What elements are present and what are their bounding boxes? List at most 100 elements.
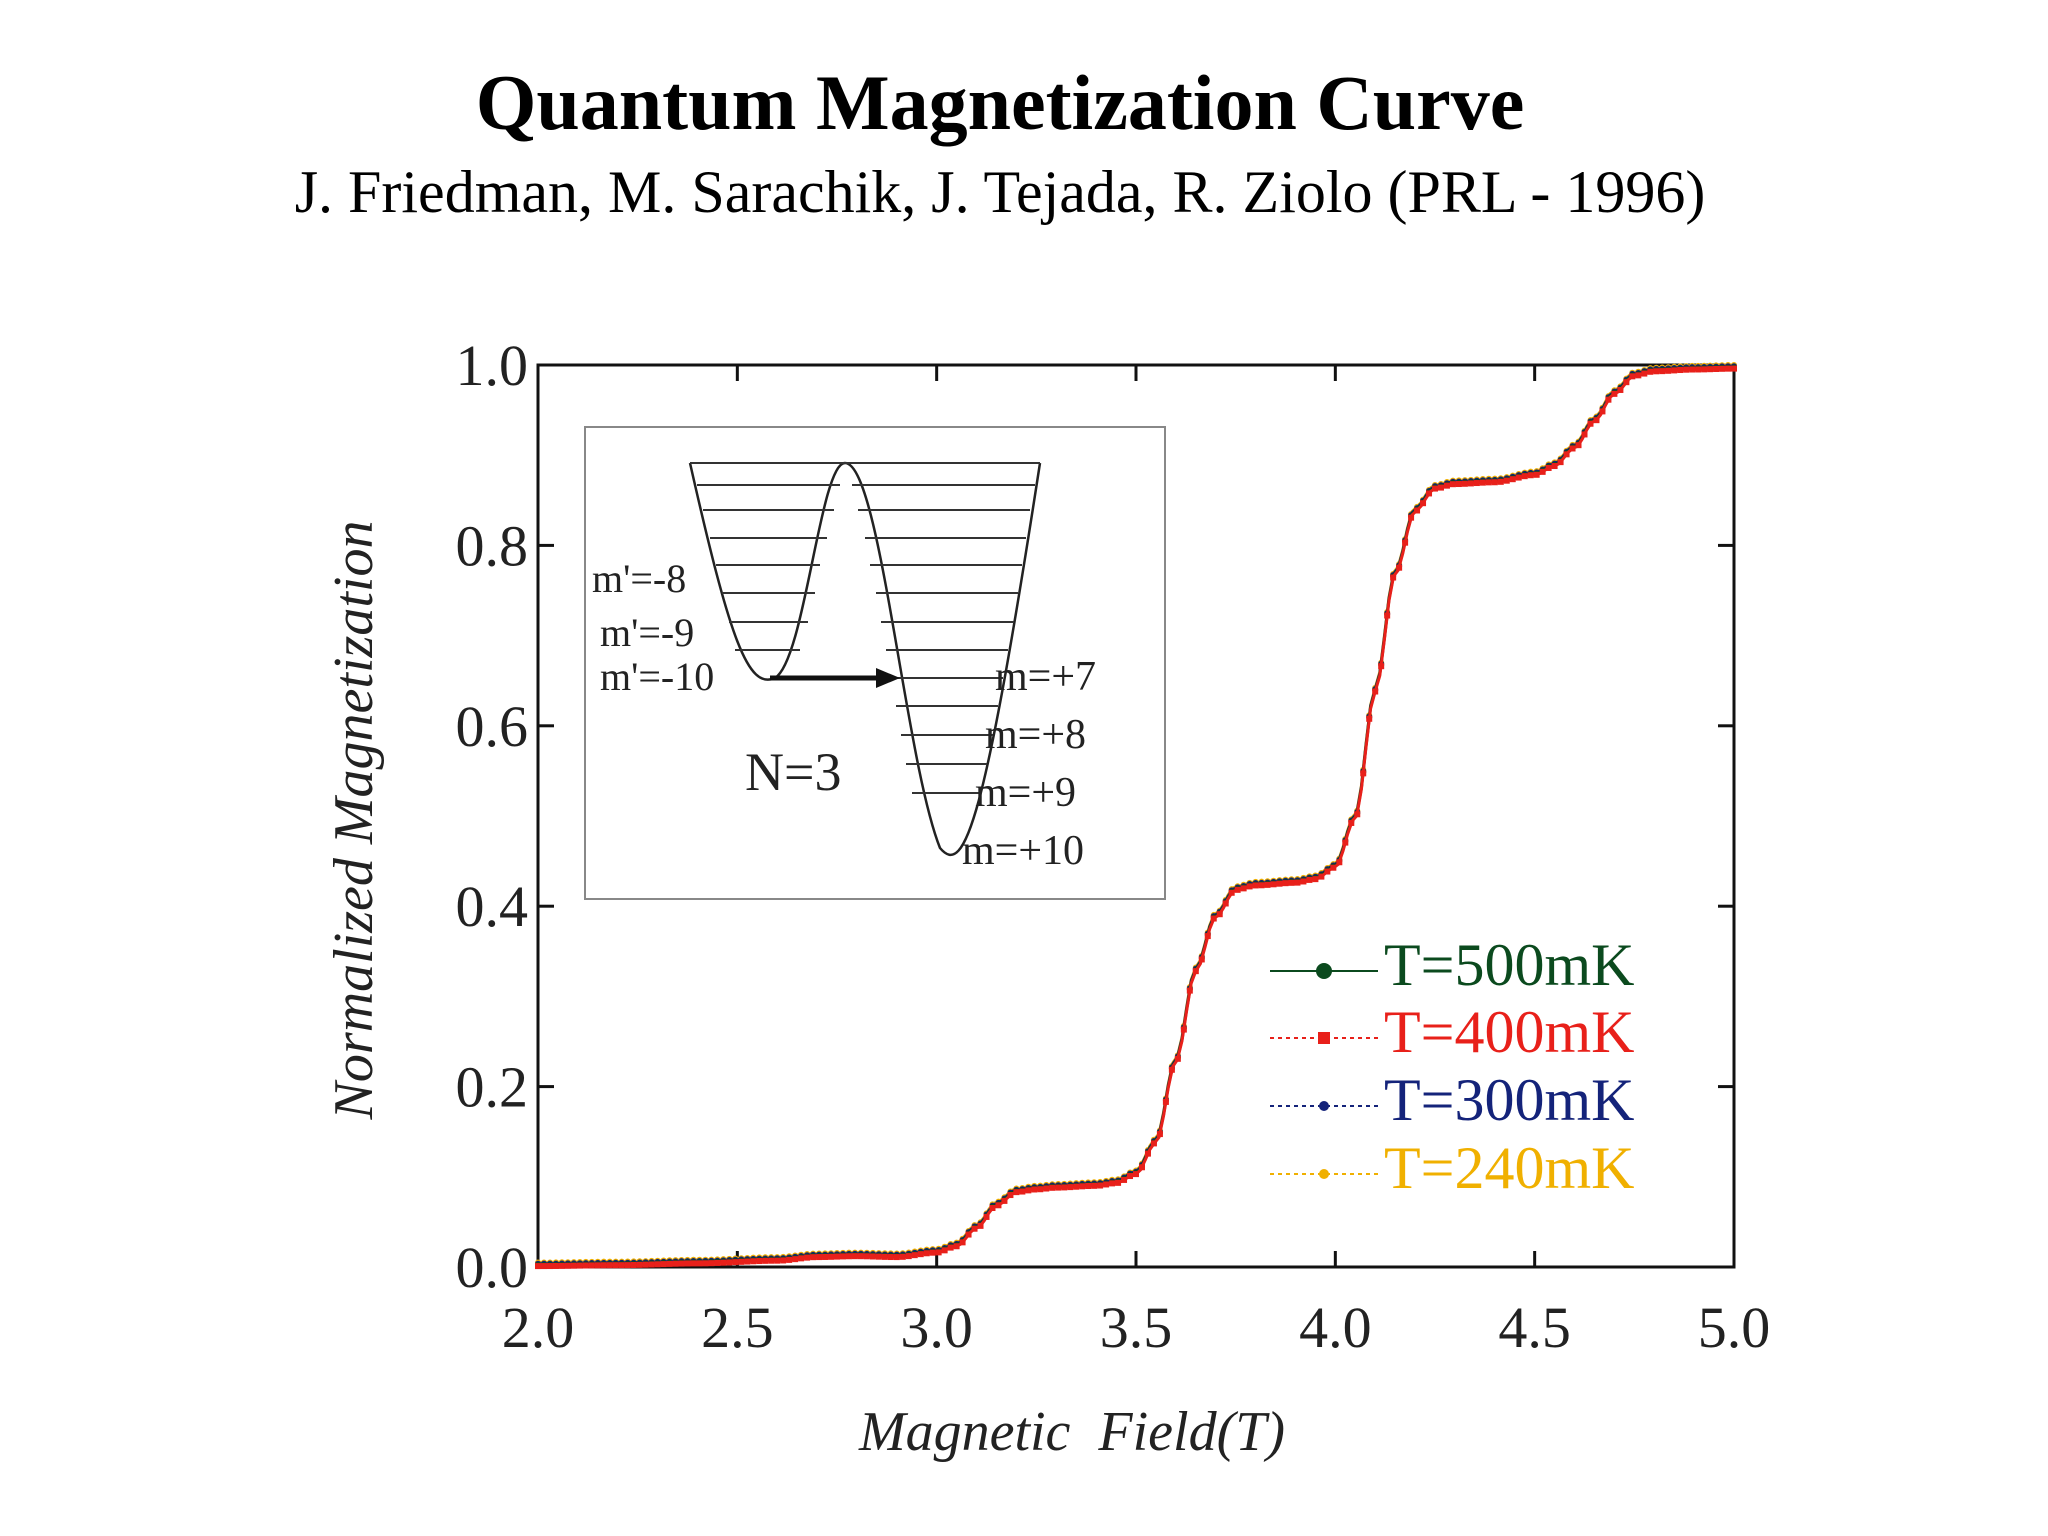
data-point bbox=[1461, 480, 1468, 487]
data-point bbox=[1324, 868, 1331, 875]
data-point bbox=[1432, 485, 1438, 492]
data-point bbox=[851, 1253, 858, 1260]
legend-label: T=240mK bbox=[1384, 1135, 1635, 1201]
data-point bbox=[612, 1262, 619, 1269]
data-point bbox=[1665, 367, 1672, 374]
data-point bbox=[564, 1262, 571, 1269]
data-point bbox=[1647, 368, 1654, 375]
data-point bbox=[786, 1256, 793, 1263]
data-point bbox=[899, 1253, 906, 1260]
data-point bbox=[1133, 1171, 1139, 1178]
data-point bbox=[1103, 1181, 1110, 1188]
data-point bbox=[1449, 481, 1456, 488]
data-point bbox=[1521, 473, 1528, 480]
data-point bbox=[798, 1255, 805, 1262]
data-point bbox=[1557, 459, 1564, 466]
x-tick-label: 4.5 bbox=[1498, 1295, 1571, 1360]
data-point bbox=[1701, 366, 1708, 373]
data-point bbox=[1563, 451, 1570, 458]
legend-marker bbox=[1319, 1101, 1329, 1111]
data-point bbox=[1061, 1184, 1068, 1191]
data-point bbox=[1306, 876, 1313, 883]
data-point bbox=[1653, 368, 1660, 375]
data-point bbox=[666, 1260, 673, 1267]
data-point bbox=[1091, 1182, 1098, 1189]
data-point bbox=[1426, 490, 1433, 497]
data-point bbox=[1414, 507, 1421, 514]
data-point bbox=[1719, 365, 1726, 372]
data-point bbox=[1479, 479, 1486, 486]
inset-right-label-1: m=+8 bbox=[985, 712, 1086, 758]
data-point bbox=[1677, 367, 1684, 374]
data-point bbox=[1437, 484, 1444, 491]
data-point bbox=[857, 1253, 864, 1260]
y-tick-label: 1.0 bbox=[456, 333, 529, 398]
data-point bbox=[744, 1258, 751, 1265]
data-point bbox=[1168, 1066, 1175, 1073]
x-tick-label: 4.0 bbox=[1299, 1295, 1372, 1360]
data-point bbox=[1037, 1186, 1044, 1193]
data-point bbox=[1150, 1140, 1157, 1147]
data-point bbox=[995, 1202, 1002, 1209]
data-point bbox=[1097, 1182, 1104, 1189]
data-point bbox=[1180, 1026, 1187, 1033]
data-point bbox=[1019, 1188, 1026, 1195]
data-point bbox=[738, 1258, 745, 1265]
data-point bbox=[1509, 476, 1516, 483]
data-point bbox=[1228, 889, 1235, 896]
data-point bbox=[1641, 370, 1648, 377]
inset-annotation: N=3 bbox=[745, 742, 841, 802]
data-point bbox=[911, 1252, 918, 1259]
data-point bbox=[1043, 1185, 1050, 1192]
data-point bbox=[708, 1260, 715, 1267]
legend-label: T=300mK bbox=[1384, 1067, 1635, 1133]
data-point bbox=[1695, 366, 1702, 373]
data-point bbox=[1402, 539, 1409, 546]
data-point bbox=[1725, 365, 1732, 372]
data-point bbox=[1372, 688, 1379, 695]
data-point bbox=[875, 1253, 882, 1260]
data-point bbox=[1342, 839, 1349, 846]
data-point bbox=[1503, 477, 1510, 484]
legend-marker bbox=[1316, 963, 1332, 979]
data-point bbox=[1551, 463, 1558, 470]
data-point bbox=[1127, 1173, 1134, 1180]
data-point bbox=[552, 1262, 559, 1269]
data-point bbox=[1527, 472, 1534, 479]
data-point bbox=[1186, 987, 1193, 994]
data-point bbox=[660, 1261, 667, 1268]
data-point bbox=[971, 1225, 978, 1232]
data-point bbox=[1378, 663, 1385, 670]
y-tick-label: 0.0 bbox=[456, 1235, 529, 1300]
data-point bbox=[558, 1262, 565, 1269]
data-point bbox=[1384, 612, 1391, 619]
data-point bbox=[1455, 481, 1462, 488]
data-point bbox=[684, 1260, 691, 1267]
data-point bbox=[648, 1261, 655, 1268]
legend-item: T=240mK bbox=[1270, 1135, 1635, 1201]
data-point bbox=[1587, 420, 1594, 427]
data-point bbox=[959, 1239, 966, 1246]
data-point bbox=[1234, 886, 1241, 893]
data-point bbox=[1025, 1187, 1032, 1194]
inset-right-label-0: m=+7 bbox=[995, 654, 1096, 700]
data-point bbox=[600, 1262, 607, 1269]
legend-label: T=400mK bbox=[1384, 999, 1635, 1065]
y-tick-label: 0.2 bbox=[456, 1055, 529, 1120]
data-point bbox=[1007, 1192, 1014, 1199]
data-point bbox=[1485, 479, 1492, 486]
data-point bbox=[834, 1253, 840, 1260]
data-point bbox=[654, 1261, 661, 1268]
data-point bbox=[702, 1260, 709, 1267]
data-point bbox=[1683, 366, 1690, 373]
data-point bbox=[1270, 881, 1277, 888]
x-tick-label: 3.5 bbox=[1100, 1295, 1173, 1360]
data-point bbox=[1115, 1179, 1122, 1186]
data-point bbox=[929, 1249, 936, 1256]
data-point bbox=[1623, 379, 1630, 386]
data-point bbox=[714, 1259, 721, 1266]
data-point bbox=[774, 1257, 781, 1264]
data-point bbox=[1545, 464, 1552, 471]
data-point bbox=[1121, 1176, 1128, 1183]
data-point bbox=[1629, 373, 1636, 380]
